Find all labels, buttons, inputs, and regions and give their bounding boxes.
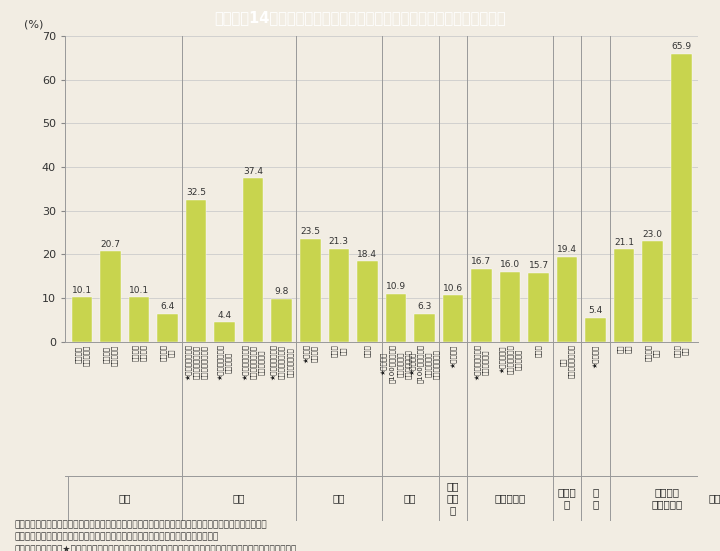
Text: 記者
（日本新聞協会）: 記者 （日本新聞協会） xyxy=(559,344,575,379)
Text: ★の課長補佐以上
における本庁課長
相当職の割合: ★の課長補佐以上 における本庁課長 相当職の割合 xyxy=(242,344,265,380)
Text: 歯科医師
＊＊: 歯科医師 ＊＊ xyxy=(645,344,660,361)
Text: Ｉ－１－14図　各分野における主な「指導的地位」に女性が占める割合: Ｉ－１－14図 各分野における主な「指導的地位」に女性が占める割合 xyxy=(214,10,506,25)
Bar xyxy=(129,298,149,342)
Text: 医師
＊＊: 医師 ＊＊ xyxy=(617,344,631,353)
Text: 10.1: 10.1 xyxy=(129,286,149,295)
Text: 地
域: 地 域 xyxy=(593,487,599,509)
Text: 16.7: 16.7 xyxy=(472,257,492,266)
Text: 23.5: 23.5 xyxy=(300,228,320,236)
Text: 21.3: 21.3 xyxy=(329,237,348,246)
Text: （分野）: （分野） xyxy=(708,493,720,503)
Text: 司法: 司法 xyxy=(333,493,345,503)
Bar xyxy=(614,250,634,342)
Text: ★国家公務員採用
試験者の国家公務
員（総合試験）＊: ★国家公務員採用 試験者の国家公務 員（総合試験）＊ xyxy=(184,344,207,380)
Bar xyxy=(243,178,264,342)
Bar xyxy=(72,298,92,342)
Bar xyxy=(443,295,463,342)
Text: (%): (%) xyxy=(24,20,43,30)
Bar xyxy=(671,54,691,342)
Bar xyxy=(471,269,492,342)
Text: ★民間企業
（100人以上）に
おける管理職
（部長相当職）: ★民間企業 （100人以上）に おける管理職 （部長相当職） xyxy=(409,344,440,383)
Text: 国会議員
（参議院）: 国会議員 （参議院） xyxy=(103,344,118,365)
Text: 20.7: 20.7 xyxy=(101,240,120,249)
Text: 雇用: 雇用 xyxy=(404,493,416,503)
Text: ２．原則として平成２９年値。ただし，＊は３０年値，　＊＊は２８年値。: ２．原則として平成２９年値。ただし，＊は３０年値， ＊＊は２８年値。 xyxy=(14,533,219,542)
Text: 教育・研究: 教育・研究 xyxy=(495,493,526,503)
Bar xyxy=(585,318,606,342)
Text: 10.6: 10.6 xyxy=(443,284,463,293)
Text: 9.8: 9.8 xyxy=(274,287,289,296)
Text: ★検察官
（検事）: ★検察官 （検事） xyxy=(303,344,318,363)
Text: ★本省課長・室長
相当職以上: ★本省課長・室長 相当職以上 xyxy=(217,344,232,380)
Text: 政治: 政治 xyxy=(119,493,131,503)
Text: 4.4: 4.4 xyxy=(217,311,232,320)
Bar xyxy=(528,273,549,342)
Text: 18.4: 18.4 xyxy=(357,250,377,258)
Text: 弁護士: 弁護士 xyxy=(364,344,371,357)
Bar xyxy=(557,257,577,342)
Bar xyxy=(500,272,521,342)
Text: なお，★印は，第４次男女共同参画基本計画において当該項目が成果目標として掟げられているもの。: なお，★印は，第４次男女共同参画基本計画において当該項目が成果目標として掟げられ… xyxy=(14,545,297,551)
Text: ★大学教授等
（学長、副学長
及び教授）: ★大学教授等 （学長、副学長 及び教授） xyxy=(498,344,521,374)
Text: 65.9: 65.9 xyxy=(671,42,691,51)
Text: （備考）１．内閣府「女性の政策・方针決定参画状況調べ」（平成２９年１２月）より一部情報を更新。: （備考）１．内閣府「女性の政策・方针決定参画状況調べ」（平成２９年１２月）より一… xyxy=(14,521,267,530)
Bar xyxy=(215,322,235,342)
Text: 23.0: 23.0 xyxy=(643,230,662,239)
Bar xyxy=(186,199,207,342)
Text: 薬剤師
＊＊: 薬剤師 ＊＊ xyxy=(674,344,688,357)
Text: 15.7: 15.7 xyxy=(528,261,549,271)
Text: 研究者: 研究者 xyxy=(535,344,542,357)
Text: ★民間企業
（100人以上）に
おける管理職
（課長相当職）: ★民間企業 （100人以上）に おける管理職 （課長相当職） xyxy=(380,344,411,383)
Text: その他の
専門的職業: その他の 専門的職業 xyxy=(652,487,683,509)
Bar xyxy=(157,314,178,342)
Text: 裁判官
＊＊: 裁判官 ＊＊ xyxy=(331,344,346,357)
Text: 都道府県
議会議員: 都道府県 議会議員 xyxy=(132,344,146,361)
Text: メディ
ア: メディ ア xyxy=(558,487,577,509)
Bar xyxy=(357,261,377,342)
Text: 国会議員
（衆議院）: 国会議員 （衆議院） xyxy=(75,344,89,365)
Text: 16.0: 16.0 xyxy=(500,260,520,269)
Bar xyxy=(642,241,663,342)
Text: 37.4: 37.4 xyxy=(243,166,264,176)
Text: 都道府県
知事: 都道府県 知事 xyxy=(160,344,175,361)
Text: ★都道府県庁にお
ける国の審議官相
当職以上の割合: ★都道府県庁にお ける国の審議官相 当職以上の割合 xyxy=(270,344,293,380)
Text: 5.4: 5.4 xyxy=(588,306,603,315)
Bar xyxy=(414,314,435,342)
Text: ★自治会長: ★自治会長 xyxy=(593,344,599,368)
Text: 6.3: 6.3 xyxy=(417,302,431,311)
Bar xyxy=(300,239,320,342)
Text: 行政: 行政 xyxy=(233,493,245,503)
Bar xyxy=(328,249,349,342)
Bar xyxy=(386,294,406,342)
Text: ★初等中等教育機
関の教頭以上: ★初等中等教育機 関の教頭以上 xyxy=(474,344,489,380)
Text: 10.1: 10.1 xyxy=(72,286,92,295)
Text: 農林
水産
業: 農林 水産 業 xyxy=(446,482,459,515)
Text: 32.5: 32.5 xyxy=(186,188,206,197)
Bar xyxy=(271,299,292,342)
Text: 19.4: 19.4 xyxy=(557,245,577,254)
Text: 10.9: 10.9 xyxy=(386,282,406,291)
Bar xyxy=(100,251,121,342)
Text: 21.1: 21.1 xyxy=(614,238,634,247)
Text: 6.4: 6.4 xyxy=(161,302,175,311)
Text: ★農業委員: ★農業委員 xyxy=(449,344,456,368)
